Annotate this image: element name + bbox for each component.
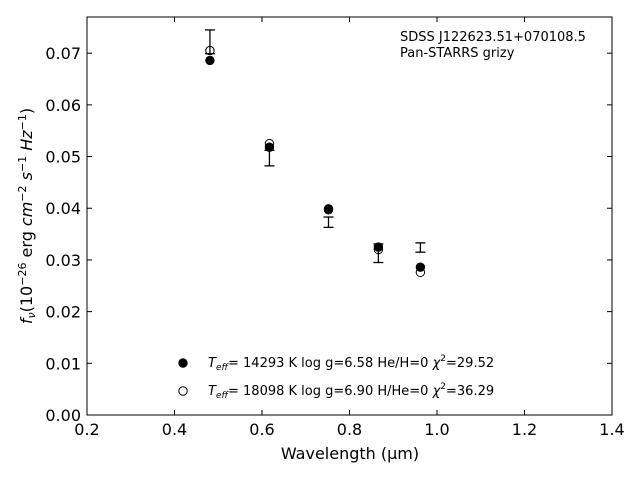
y-label-f: f bbox=[17, 316, 36, 324]
legend-marker-filled bbox=[178, 358, 188, 368]
legend-params: = 14293 K log g=6.58 He/H=0 bbox=[228, 356, 433, 371]
x-tick-label: 0.8 bbox=[337, 420, 362, 439]
y-label-close: ) bbox=[17, 108, 36, 114]
x-tick-label: 1.2 bbox=[512, 420, 537, 439]
model-points bbox=[205, 45, 426, 278]
x-tick-label: 0.6 bbox=[249, 420, 274, 439]
legend-chi-superscript: 2 bbox=[440, 382, 446, 392]
legend-teff-symbol: T bbox=[208, 384, 217, 399]
y-label-exp4: −1 bbox=[16, 114, 29, 130]
y-label-exp3: −1 bbox=[16, 156, 29, 172]
x-tick-label: 0.4 bbox=[162, 420, 187, 439]
y-tick-label: 0.02 bbox=[45, 303, 81, 322]
legend-marker-open bbox=[178, 386, 188, 396]
y-label-cm: cm bbox=[17, 202, 36, 226]
y-label-hz: Hz bbox=[17, 130, 36, 156]
plot-frame bbox=[86, 16, 613, 416]
legend-params: = 18098 K log g=6.90 H/He=0 bbox=[228, 384, 433, 399]
observed-errorbar bbox=[415, 242, 426, 253]
x-tick-label: 1.0 bbox=[424, 420, 449, 439]
y-tick-label: 0.03 bbox=[45, 251, 81, 270]
y-axis-label: fν(10−26 erg cm−2 s−1 Hz−1) bbox=[16, 108, 38, 324]
legend-chi-value: =29.52 bbox=[446, 356, 494, 371]
y-tick-label: 0.01 bbox=[45, 354, 81, 373]
axis-tick-labels: 0.2 0.4 0.6 0.8 1.0 1.2 1.4 0.00 0.01 0.02 0.03 0.0… bbox=[45, 44, 624, 439]
point-filled bbox=[415, 262, 426, 272]
y-tick-label: 0.00 bbox=[45, 406, 81, 425]
legend-teff-subscript: eff bbox=[216, 391, 230, 401]
legend-chi-value: =36.29 bbox=[446, 384, 494, 399]
y-tick-label: 0.06 bbox=[45, 96, 81, 115]
legend-chi-symbol: χ bbox=[432, 384, 442, 399]
legend-chi-superscript: 2 bbox=[440, 354, 446, 364]
point-filled bbox=[373, 242, 384, 252]
y-tick-label: 0.05 bbox=[45, 148, 81, 167]
x-axis-label: Wavelength (μm) bbox=[281, 444, 419, 463]
y-label-s: s bbox=[17, 172, 36, 185]
legend-teff-symbol: T bbox=[208, 356, 217, 371]
legend-entry-filled: Teff= 14293 K log g=6.58 He/H=0 χ2=29.52 bbox=[208, 354, 494, 373]
point-filled bbox=[323, 204, 334, 214]
observed-errorbar bbox=[323, 216, 334, 229]
x-tick-label: 0.2 bbox=[74, 420, 99, 439]
y-tick-label: 0.07 bbox=[45, 44, 81, 63]
y-label-nu: ν bbox=[25, 312, 38, 318]
annotation-object-name: SDSS J122623.51+070108.5 bbox=[400, 30, 586, 45]
y-label-exp2: −2 bbox=[16, 185, 29, 201]
legend-teff-subscript: eff bbox=[216, 363, 230, 373]
point-open bbox=[205, 45, 215, 56]
y-label-exp1: −26 bbox=[16, 263, 29, 286]
annotation-survey: Pan-STARRS grizy bbox=[400, 46, 515, 61]
legend-chi-symbol: χ bbox=[432, 356, 442, 371]
point-filled bbox=[264, 142, 275, 152]
y-tick-label: 0.04 bbox=[45, 199, 81, 218]
x-tick-label: 1.4 bbox=[599, 420, 624, 439]
point-filled bbox=[205, 55, 215, 66]
legend-entry-open: Teff= 18098 K log g=6.90 H/He=0 χ2=36.29 bbox=[208, 382, 494, 401]
y-label-erg: erg bbox=[17, 226, 36, 262]
y-label-open: (10 bbox=[17, 286, 36, 313]
